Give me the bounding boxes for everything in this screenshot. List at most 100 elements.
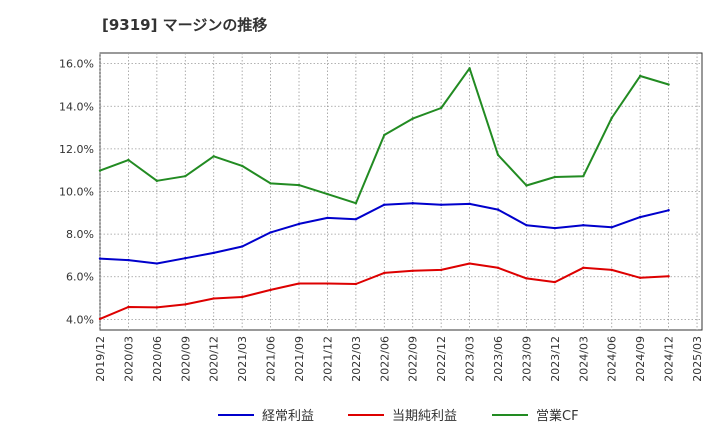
data-point [638,74,642,78]
data-point [184,174,187,178]
data-point [525,277,528,280]
data-point [496,208,500,211]
data-point [297,282,301,285]
x-tick-label: 2024/09 [634,336,647,382]
data-point [98,317,102,321]
x-tick-label: 2022/12 [435,336,448,382]
x-tick-label: 2023/03 [464,336,477,382]
data-point [496,266,500,269]
data-point [184,256,187,260]
x-tick-label: 2021/09 [293,336,306,382]
x-tick-label: 2022/09 [407,336,420,382]
grid [99,53,702,330]
data-point [127,305,130,309]
y-tick-label: 8.0% [66,228,94,241]
data-point [439,106,443,110]
y-tick-label: 16.0% [59,58,94,71]
legend-label: 営業CF [536,408,579,424]
data-point [383,271,386,275]
y-tick-label: 6.0% [66,271,94,284]
data-point [638,215,642,219]
data-point [383,203,386,206]
data-point [411,202,414,205]
data-point [582,174,585,178]
x-tick-label: 2023/09 [520,336,533,382]
x-tick-label: 2023/12 [549,336,562,382]
data-point [326,282,329,285]
x-tick-label: 2024/12 [663,336,676,382]
data-point [297,183,301,187]
data-point [638,276,642,279]
data-point [354,202,358,205]
y-tick-label: 12.0% [59,143,94,156]
x-tick-label: 2022/06 [378,336,391,382]
data-point [496,153,500,157]
data-point [582,223,585,227]
data-point [269,182,272,185]
series-group [98,67,670,321]
data-point [240,295,244,299]
data-point [127,158,130,162]
data-point [439,203,443,206]
x-axis: 2019/12 2020/03 2020/06 2020/09 2020/12 2021/… [94,336,704,382]
x-tick-label: 2020/09 [179,336,192,382]
data-point [269,288,272,292]
data-point [326,192,329,196]
y-tick-label: 4.0% [66,313,94,326]
x-tick-label: 2020/06 [151,336,164,382]
data-point [127,258,130,262]
legend: 経常利益 当期純利益 営業CF [218,408,579,424]
x-tick-label: 2019/12 [94,336,107,382]
y-axis: 4.0% 6.0% 8.0% 10.0% 12.0% 14.0% 16.0% [59,58,94,327]
data-point [610,116,613,120]
y-tick-label: 10.0% [59,186,94,199]
x-tick-label: 2025/03 [691,336,704,382]
data-point [212,251,215,255]
x-tick-label: 2024/03 [577,336,590,382]
data-point [155,306,159,309]
data-point [297,222,301,226]
data-point [582,266,585,269]
x-tick-label: 2021/03 [236,336,249,382]
data-point [155,179,159,183]
data-point [667,275,670,278]
data-point [184,303,187,306]
data-point [468,202,471,206]
y-tick-label: 14.0% [59,100,94,113]
data-point [667,209,670,212]
data-point [610,268,613,272]
x-tick-label: 2020/03 [122,336,135,382]
data-point [326,216,329,220]
data-point [212,297,215,300]
data-point [525,184,528,187]
data-point [212,155,215,158]
data-point [439,268,443,272]
x-tick-label: 2020/12 [208,336,221,382]
data-point [468,262,471,265]
x-tick-label: 2021/06 [265,336,278,382]
data-point [468,67,471,70]
data-point [610,226,613,229]
data-point [98,257,102,260]
data-point [525,223,528,227]
data-point [240,164,244,168]
data-point [98,169,102,172]
x-tick-label: 2022/03 [350,336,363,382]
data-point [354,218,358,221]
data-point [553,226,557,230]
data-point [411,117,414,120]
legend-label: 経常利益 [262,409,314,424]
data-point [383,133,386,137]
chart-title: [9319] マージンの推移 [102,16,267,34]
x-tick-label: 2023/06 [492,336,505,382]
data-point [269,231,272,234]
data-point [354,282,358,286]
data-point [553,280,557,284]
data-point [155,262,159,265]
data-point [411,269,414,272]
legend-label: 当期純利益 [392,409,457,424]
x-tick-label: 2024/06 [606,336,619,382]
data-point [553,175,557,179]
data-point [240,245,244,248]
